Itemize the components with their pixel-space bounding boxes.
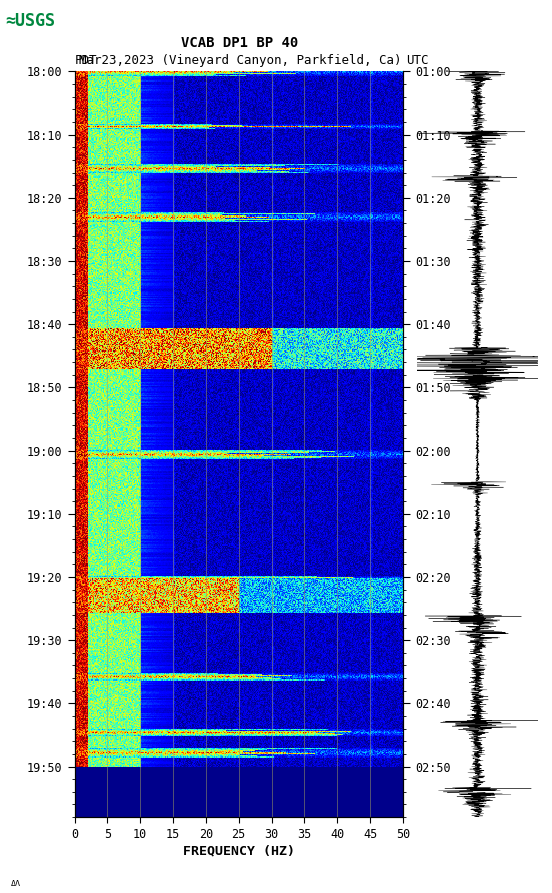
Text: Mar23,2023 (Vineyard Canyon, Parkfield, Ca): Mar23,2023 (Vineyard Canyon, Parkfield, … <box>79 54 401 67</box>
Text: VCAB DP1 BP 40: VCAB DP1 BP 40 <box>182 36 299 50</box>
Text: UTC: UTC <box>406 54 428 67</box>
X-axis label: FREQUENCY (HZ): FREQUENCY (HZ) <box>183 845 295 857</box>
Text: ΔΛ: ΔΛ <box>11 879 21 888</box>
Text: ≈USGS: ≈USGS <box>6 13 56 30</box>
Text: PDT: PDT <box>75 54 97 67</box>
